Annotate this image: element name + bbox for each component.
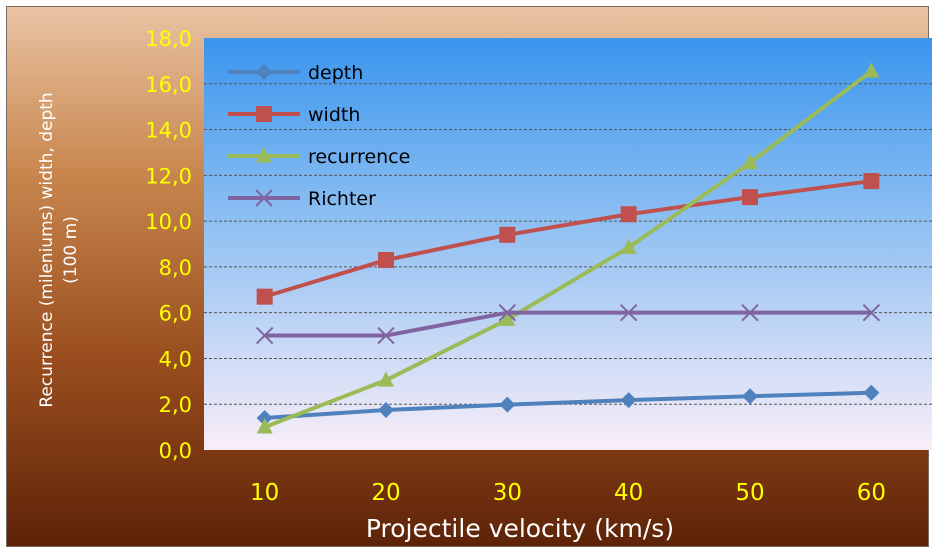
data-point [742, 189, 758, 206]
data-point [620, 206, 637, 223]
plot-area [204, 38, 932, 450]
data-point [620, 238, 637, 254]
series-line [263, 69, 873, 429]
legend-label: width [308, 104, 360, 126]
data-point [742, 153, 758, 170]
legend: depth width recurrence Richter [228, 62, 410, 210]
data-point [378, 401, 394, 418]
data-point [256, 409, 273, 426]
y-tick-label: 8,0 [159, 256, 192, 280]
legend-item-width: width [228, 104, 360, 126]
y-tick-label: 2,0 [159, 393, 192, 417]
legend-label: recurrence [308, 146, 410, 168]
x-tick-label: 30 [493, 480, 522, 506]
data-point [499, 396, 516, 413]
series-lines [255, 62, 881, 434]
series-recurrence [256, 62, 880, 434]
legend-item-recurrence: recurrence [228, 146, 410, 168]
data-point [620, 392, 637, 409]
y-axis-title-line1: Recurrence (mileniums) width, depth [37, 92, 57, 407]
data-point [256, 418, 273, 434]
y-axis-ticks: 0,0 2,0 4,0 6,0 8,0 10,0 12,0 14,0 16,0 18,0 [145, 27, 192, 463]
data-point [255, 326, 274, 345]
x-tick-label: 40 [614, 480, 643, 506]
legend-label: depth [308, 62, 363, 84]
data-point [377, 326, 395, 345]
y-tick-label: 12,0 [145, 164, 192, 188]
y-tick-label: 16,0 [145, 73, 192, 97]
series-line [264, 310, 872, 338]
x-axis-ticks: 10 20 30 40 50 60 [250, 480, 886, 506]
series-width [256, 173, 880, 305]
data-point [378, 252, 394, 269]
data-point [256, 147, 272, 163]
data-point [742, 388, 758, 405]
data-point [256, 106, 272, 122]
data-point [863, 173, 880, 190]
y-tick-label: 18,0 [145, 27, 192, 51]
data-point [499, 310, 516, 326]
legend-label: Richter [308, 188, 376, 210]
y-tick-label: 0,0 [159, 439, 192, 463]
y-tick-label: 4,0 [159, 347, 192, 371]
legend-item-richter: Richter [228, 188, 376, 210]
y-tick-label: 6,0 [159, 302, 192, 326]
x-axis-title: Projectile velocity (km/s) [366, 514, 674, 543]
data-point [741, 303, 759, 322]
data-point [863, 384, 880, 401]
data-point [498, 303, 517, 322]
x-tick-label: 10 [250, 480, 279, 506]
data-point [862, 303, 881, 322]
x-tick-label: 60 [857, 480, 886, 506]
data-point [619, 303, 638, 322]
data-point [863, 62, 880, 78]
data-point [256, 288, 273, 305]
y-tick-label: 10,0 [145, 210, 192, 234]
series-depth [256, 384, 880, 426]
series-line [264, 390, 872, 420]
legend-item-depth: depth [228, 62, 363, 84]
data-point [499, 226, 516, 243]
data-point [255, 189, 273, 207]
y-tick-label: 14,0 [145, 119, 192, 143]
series-richter [255, 303, 881, 345]
data-point [378, 371, 394, 387]
data-point [256, 64, 272, 80]
x-tick-label: 20 [371, 480, 400, 506]
series-line [264, 179, 872, 299]
y-axis-title-line2: (100 m) [61, 216, 81, 284]
x-tick-label: 50 [735, 480, 764, 506]
